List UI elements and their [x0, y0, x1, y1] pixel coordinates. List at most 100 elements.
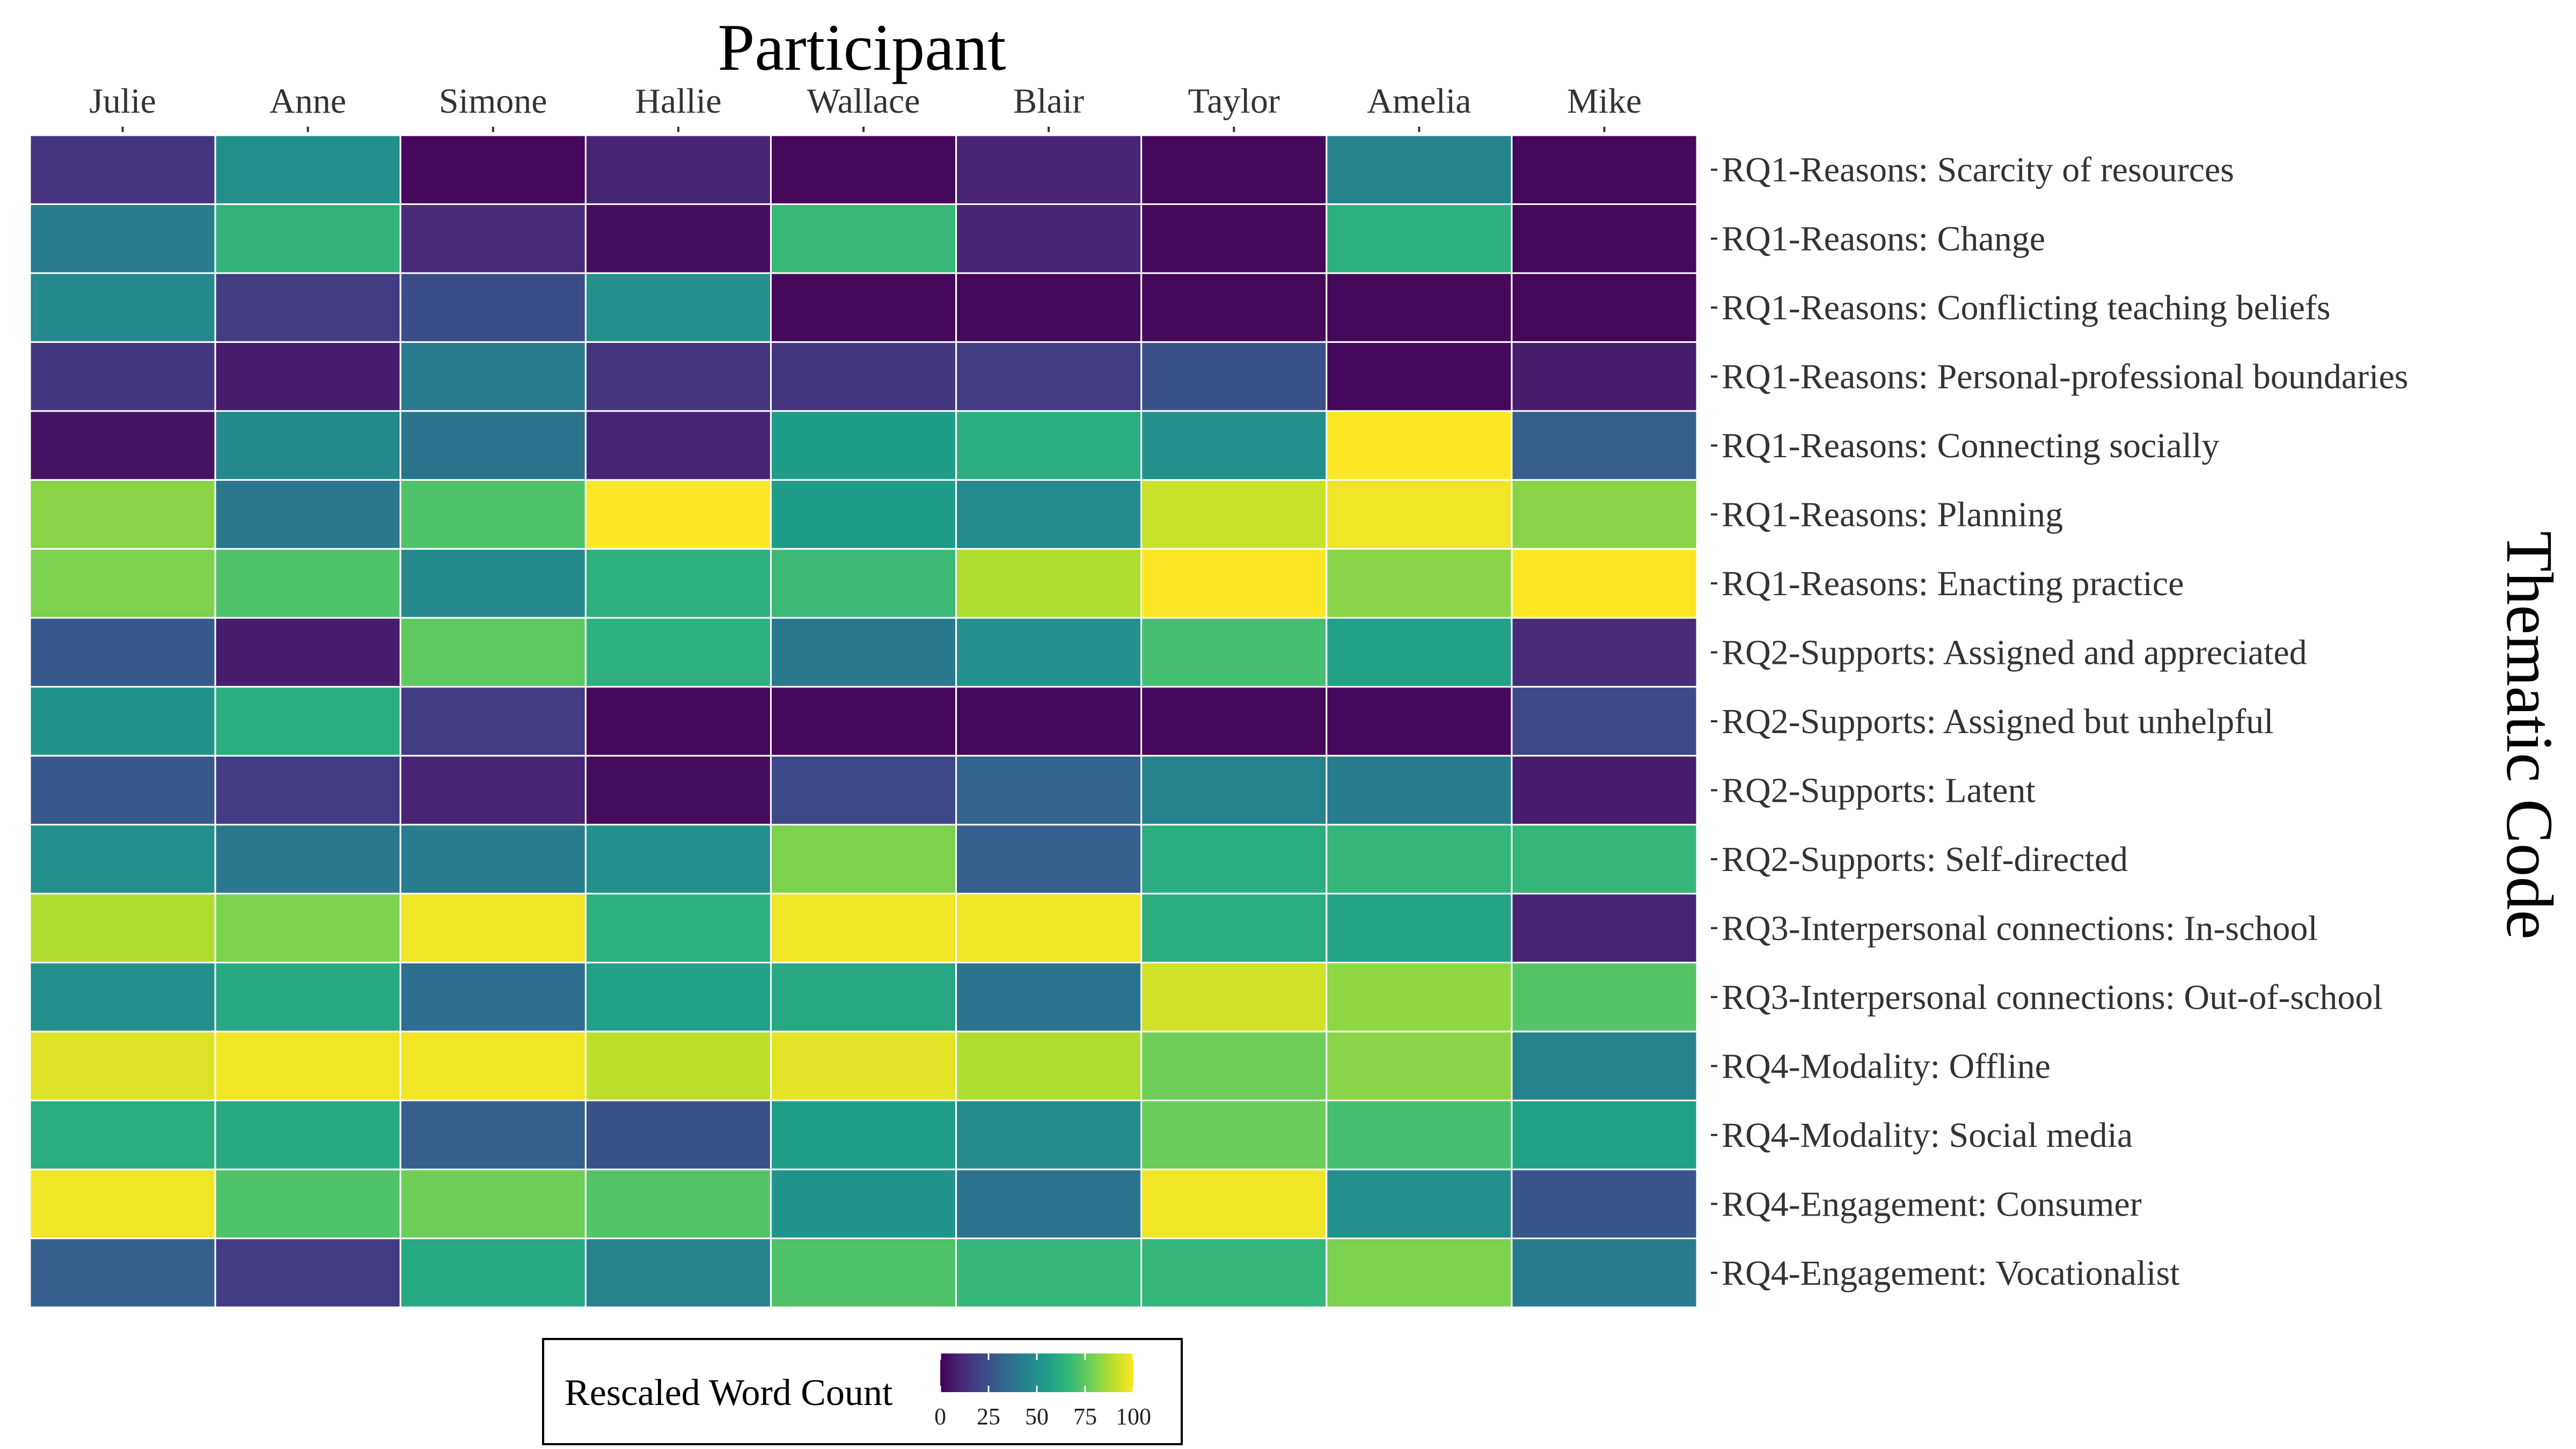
- heatmap-cell: [1140, 686, 1328, 757]
- y-tick-label: RQ1-Reasons: Personal-professional bound…: [1722, 357, 2408, 397]
- heatmap-cell: [1140, 1100, 1328, 1170]
- heatmap-cells: [29, 134, 1698, 1308]
- heatmap-cell: [1326, 548, 1513, 619]
- y-tick-label: RQ2-Supports: Self-directed: [1722, 840, 2128, 879]
- heatmap-cell: [214, 272, 401, 343]
- heatmap-cell: [1326, 755, 1513, 826]
- heatmap-cell: [770, 203, 957, 274]
- heatmap-cell: [29, 203, 216, 274]
- heatmap-cell: [1511, 617, 1698, 688]
- heatmap-cell: [214, 1030, 401, 1102]
- heatmap-cell: [770, 1100, 957, 1170]
- x-tick-label: Blair: [1013, 82, 1084, 121]
- heatmap-cell: [955, 962, 1143, 1033]
- heatmap-cell: [1140, 203, 1328, 274]
- heatmap-cell: [584, 1100, 772, 1170]
- y-tick-label: RQ4-Engagement: Consumer: [1722, 1184, 2142, 1224]
- heatmap-cell: [584, 1238, 772, 1308]
- heatmap-cell: [214, 134, 401, 205]
- heatmap-cell: [29, 341, 216, 412]
- heatmap-cell: [584, 1030, 772, 1102]
- heatmap-cell: [1326, 134, 1513, 205]
- legend-tick-label: 100: [1116, 1403, 1151, 1430]
- heatmap-cell: [29, 755, 216, 826]
- heatmap-cell: [1511, 203, 1698, 274]
- heatmap-cell: [584, 203, 772, 274]
- heatmap-cell: [584, 134, 772, 205]
- heatmap-cell: [1511, 1238, 1698, 1308]
- y-tick-label: RQ2-Supports: Latent: [1722, 771, 2036, 810]
- heatmap-cell: [29, 1100, 216, 1170]
- heatmap-cell: [214, 617, 401, 688]
- heatmap-cell: [29, 686, 216, 757]
- heatmap-cell: [770, 824, 957, 895]
- heatmap-cell: [1511, 962, 1698, 1033]
- heatmap-cell: [1326, 824, 1513, 895]
- heatmap-cell: [1511, 272, 1698, 343]
- heatmap-cell: [584, 755, 772, 826]
- heatmap-cell: [955, 1168, 1143, 1240]
- heatmap-cell: [955, 824, 1143, 895]
- legend-tick-label: 50: [1025, 1403, 1049, 1430]
- heatmap-cell: [1140, 1168, 1328, 1240]
- heatmap-cell: [214, 755, 401, 826]
- heatmap-cell: [770, 617, 957, 688]
- heatmap-cell: [29, 410, 216, 481]
- heatmap-cell: [1326, 892, 1513, 964]
- heatmap-cell: [214, 892, 401, 964]
- heatmap-cell: [584, 548, 772, 619]
- y-tick-label: RQ1-Reasons: Scarcity of resources: [1722, 150, 2234, 189]
- legend-tick-label: 75: [1073, 1403, 1097, 1430]
- heatmap-cell: [584, 410, 772, 481]
- legend-title: Rescaled Word Count: [565, 1372, 893, 1414]
- heatmap-cell: [1140, 1030, 1328, 1102]
- y-axis-title: Thematic Code: [2493, 531, 2566, 940]
- heatmap-cell: [1511, 479, 1698, 550]
- heatmap-cell: [955, 134, 1143, 205]
- heatmap-cell: [399, 548, 587, 619]
- heatmap-cell: [399, 892, 587, 964]
- heatmap-cell: [29, 1168, 216, 1240]
- heatmap-cell: [770, 272, 957, 343]
- y-tick-label: RQ1-Reasons: Enacting practice: [1722, 564, 2184, 603]
- heatmap-cell: [1326, 410, 1513, 481]
- heatmap-cell: [1326, 617, 1513, 688]
- y-tick-label: RQ1-Reasons: Planning: [1722, 495, 2063, 535]
- heatmap-cell: [1326, 962, 1513, 1033]
- heatmap-cell: [1140, 824, 1328, 895]
- heatmap-cell: [214, 1168, 401, 1240]
- heatmap-cell: [770, 548, 957, 619]
- heatmap-cell: [584, 824, 772, 895]
- heatmap-cell: [214, 962, 401, 1033]
- x-tick-label: Anne: [269, 82, 346, 121]
- y-tick-label: RQ2-Supports: Assigned but unhelpful: [1722, 702, 2274, 741]
- heatmap-cell: [770, 1238, 957, 1308]
- heatmap-cell: [770, 962, 957, 1033]
- y-tick-label: RQ4-Modality: Social media: [1722, 1116, 2133, 1155]
- heatmap-cell: [399, 962, 587, 1033]
- heatmap-cell: [214, 548, 401, 619]
- heatmap-cell: [584, 686, 772, 757]
- heatmap-cell: [29, 548, 216, 619]
- heatmap-cell: [955, 1100, 1143, 1170]
- heatmap-cell: [399, 617, 587, 688]
- heatmap-cell: [955, 755, 1143, 826]
- y-tick-label: RQ2-Supports: Assigned and appreciated: [1722, 633, 2307, 672]
- heatmap-cell: [770, 341, 957, 412]
- heatmap-cell: [1140, 341, 1328, 412]
- heatmap-cell: [1326, 1030, 1513, 1102]
- heatmap-cell: [955, 410, 1143, 481]
- heatmap-cell: [214, 203, 401, 274]
- y-tick-label: RQ4-Engagement: Vocationalist: [1722, 1254, 2180, 1293]
- heatmap-cell: [1140, 962, 1328, 1033]
- heatmap-cell: [1326, 272, 1513, 343]
- x-tick-label: Amelia: [1367, 82, 1471, 121]
- heatmap-cell: [1326, 1100, 1513, 1170]
- heatmap-cell: [584, 617, 772, 688]
- y-tick-label: RQ4-Modality: Offline: [1722, 1046, 2051, 1086]
- heatmap-cell: [399, 203, 587, 274]
- heatmap-cell: [214, 479, 401, 550]
- heatmap-cell: [1140, 1238, 1328, 1308]
- x-tick-label: Simone: [439, 82, 547, 121]
- heatmap-cell: [214, 1238, 401, 1308]
